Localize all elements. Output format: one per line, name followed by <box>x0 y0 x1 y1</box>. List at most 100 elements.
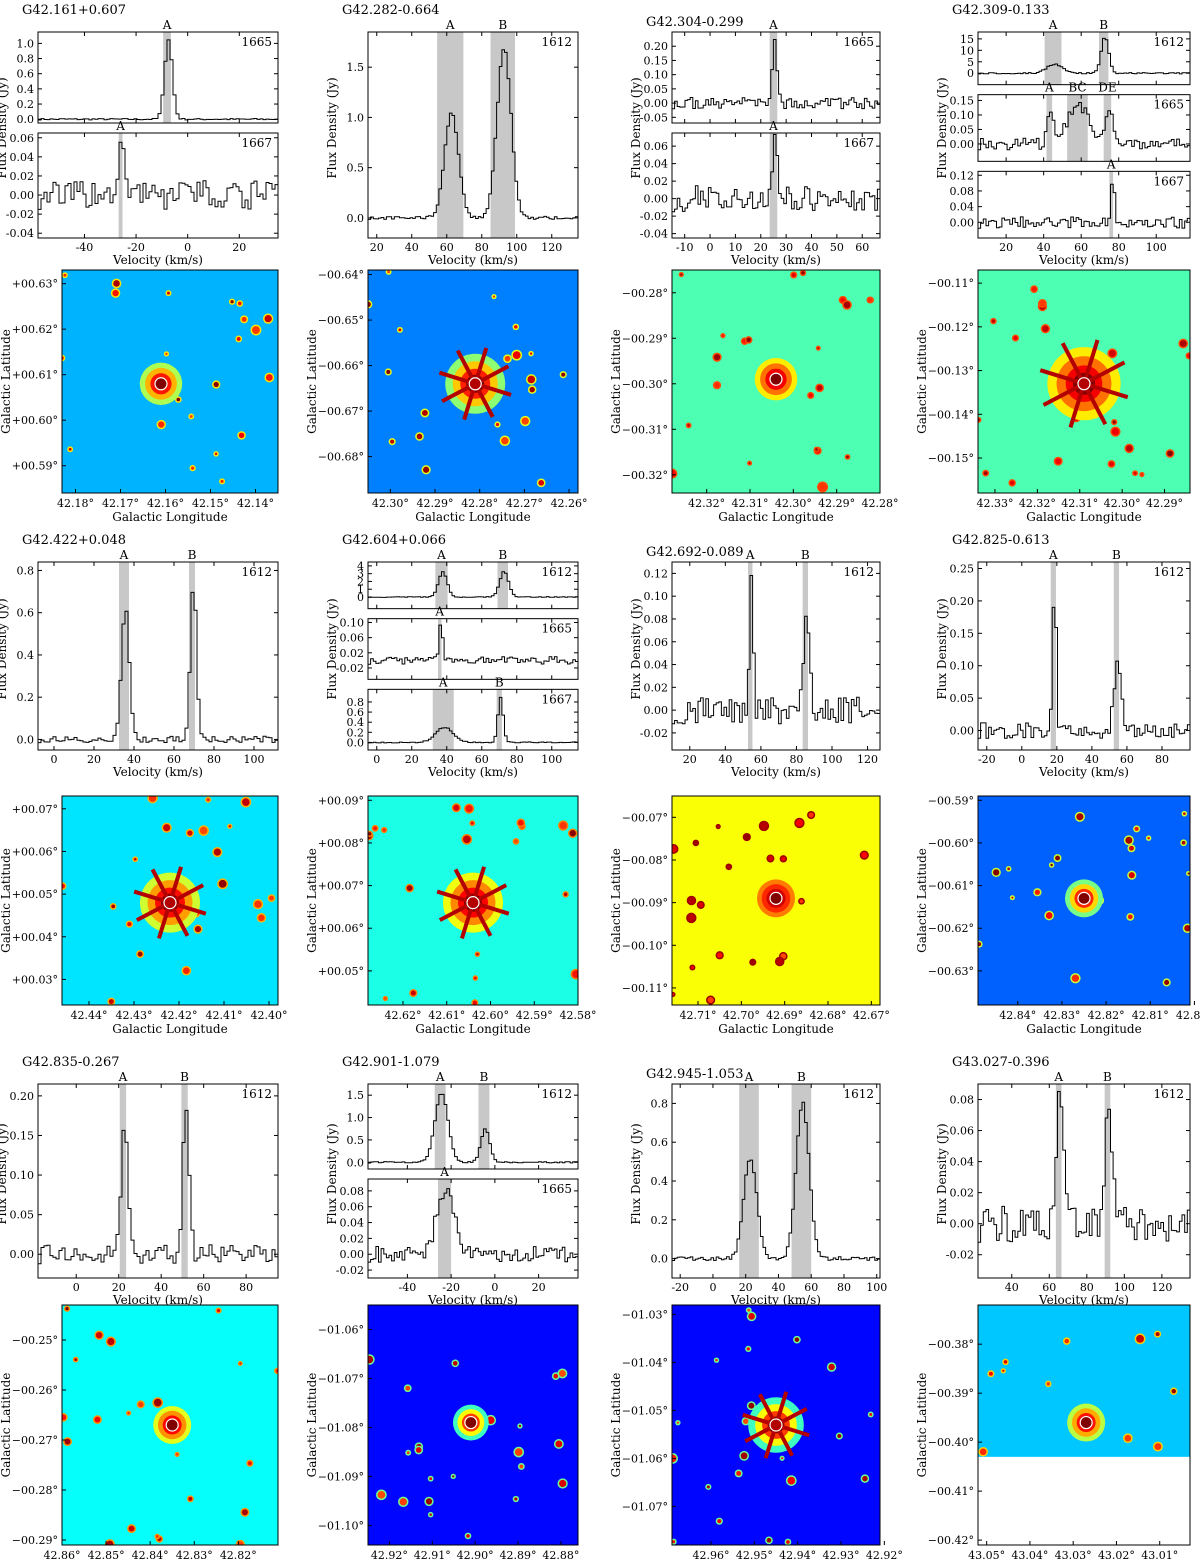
lat-tick-label: +00.08° <box>318 837 364 850</box>
transition-label: 1612 <box>843 1087 874 1101</box>
y-tick-label: 0.04 <box>340 1217 365 1230</box>
lat-tick-label: −00.31° <box>622 423 668 436</box>
lon-tick-label: 42.28° <box>461 497 498 510</box>
y-tick-label: 0.5 <box>347 1134 365 1147</box>
panel-frame <box>977 1083 1191 1279</box>
lon-tick-label: 43.02° <box>1098 1549 1135 1562</box>
feature-band-B <box>1113 562 1120 750</box>
star <box>828 1363 835 1371</box>
feature-band-B <box>1104 1084 1111 1278</box>
lat-tick-label: −00.08° <box>622 854 668 867</box>
maser-marker <box>165 1418 179 1432</box>
star <box>1109 461 1114 467</box>
lon-tick-label: 42.82° <box>1088 1009 1125 1022</box>
star <box>746 1347 750 1351</box>
transition-label: 1665 <box>541 622 572 636</box>
maser-marker <box>769 891 783 905</box>
spectrum-panel-1612: 0.0 0.5 1.0 1.5 1612 A B <box>347 1070 579 1170</box>
lon-tick-label: 42.32° <box>688 497 725 510</box>
velocity-axis-label: Velocity (km/s) <box>730 1293 821 1307</box>
star <box>1111 427 1120 436</box>
source-block-G42.825-0.613: G42.825-0.613 0.00 0.05 0.10 0.15 0.20 0.25 -20… <box>915 533 1200 1036</box>
flux-axis-label: Flux Density (Jy) <box>0 598 9 699</box>
spectrum-panel-1667: -0.04 -0.02 0.00 0.02 0.04 0.06 -40 -20 0 20 1667 A <box>6 119 279 254</box>
star <box>817 347 820 350</box>
star <box>94 1416 101 1423</box>
star <box>504 355 511 362</box>
panel-frame <box>37 132 279 239</box>
feature-label-A: A <box>1053 1070 1063 1084</box>
panel-frame <box>367 561 579 610</box>
feature-label-B: B <box>498 548 507 562</box>
sky-image: 42.71° 42.70° 42.69° 42.68° 42.67° −00.11° −00… <box>609 795 890 1036</box>
feature-band-B <box>490 32 515 238</box>
maser-marker <box>466 896 480 910</box>
feature-label-A: A <box>434 605 444 619</box>
lat-tick-label: −01.10° <box>318 1519 364 1532</box>
lat-tick-label: −01.06° <box>622 1453 668 1466</box>
y-tick-label: 0.05 <box>950 123 975 136</box>
star <box>206 798 210 802</box>
x-tick-label: 20 <box>232 241 246 254</box>
y-tick-label: 0.00 <box>950 216 975 229</box>
star <box>512 351 521 360</box>
lon-tick-label: 42.14° <box>237 497 274 510</box>
spectrum-panel-1665: 0.0 0.2 0.4 0.6 0.8 1.0 1665 A <box>17 18 279 126</box>
star <box>818 482 827 491</box>
star <box>1042 325 1049 332</box>
lat-tick-label: −00.63° <box>928 965 974 978</box>
lat-tick-label: −00.66° <box>318 360 364 373</box>
lat-tick-label: −00.28° <box>12 1484 58 1497</box>
star <box>1155 1332 1160 1337</box>
star <box>183 967 190 975</box>
star <box>978 942 982 947</box>
star <box>1112 420 1116 424</box>
star <box>1125 445 1133 452</box>
lon-tick-label: 42.88° <box>542 1549 579 1562</box>
lon-tick-label: 42.26° <box>551 497 588 510</box>
star <box>672 1540 676 1544</box>
star <box>1046 1382 1051 1386</box>
star <box>514 1448 523 1456</box>
star <box>672 845 677 853</box>
lon-tick-label: 42.18° <box>57 497 94 510</box>
star <box>176 397 181 402</box>
y-tick-label: 0.04 <box>644 158 669 171</box>
lat-tick-label: −01.03° <box>622 1309 668 1322</box>
velocity-axis-label: Velocity (km/s) <box>1038 1293 1129 1307</box>
y-tick-label: 0.06 <box>644 636 669 649</box>
image-content <box>62 1305 278 1545</box>
no-data-region <box>978 1456 1190 1545</box>
y-tick-label: 0.08 <box>340 1185 365 1198</box>
x-tick-label: 80 <box>239 1281 253 1294</box>
star <box>736 1470 742 1476</box>
feature-band-A <box>1050 562 1056 750</box>
star <box>1133 471 1137 475</box>
x-tick-label: 0 <box>73 1281 80 1294</box>
sky-image: 42.30° 42.29° 42.28° 42.27° 42.26° −00.68° −00… <box>305 269 588 524</box>
x-tick-label: 40 <box>440 753 454 766</box>
lon-tick-label: 42.15° <box>192 497 229 510</box>
x-tick-label: 60 <box>1074 241 1088 254</box>
y-tick-label: 0.05 <box>644 83 669 96</box>
star <box>1128 845 1134 851</box>
star <box>163 824 171 832</box>
star <box>1050 863 1053 867</box>
feature-band-A <box>119 1084 127 1278</box>
y-tick-label: 0.05 <box>950 692 975 705</box>
maser-marker <box>468 377 482 391</box>
feature-label-A: A <box>1106 157 1116 171</box>
star <box>241 798 250 806</box>
panel-frame <box>37 561 279 751</box>
longitude-axis-label: Galactic Longitude <box>718 510 833 524</box>
feature-label-A: A <box>162 18 172 32</box>
lat-tick-label: −00.26° <box>12 1384 58 1397</box>
star <box>991 319 996 323</box>
star <box>127 1411 130 1415</box>
star <box>781 1457 784 1460</box>
star <box>529 386 535 393</box>
x-tick-label: 60 <box>1120 753 1134 766</box>
star <box>1039 300 1046 307</box>
y-tick-label: 1 <box>357 583 364 596</box>
